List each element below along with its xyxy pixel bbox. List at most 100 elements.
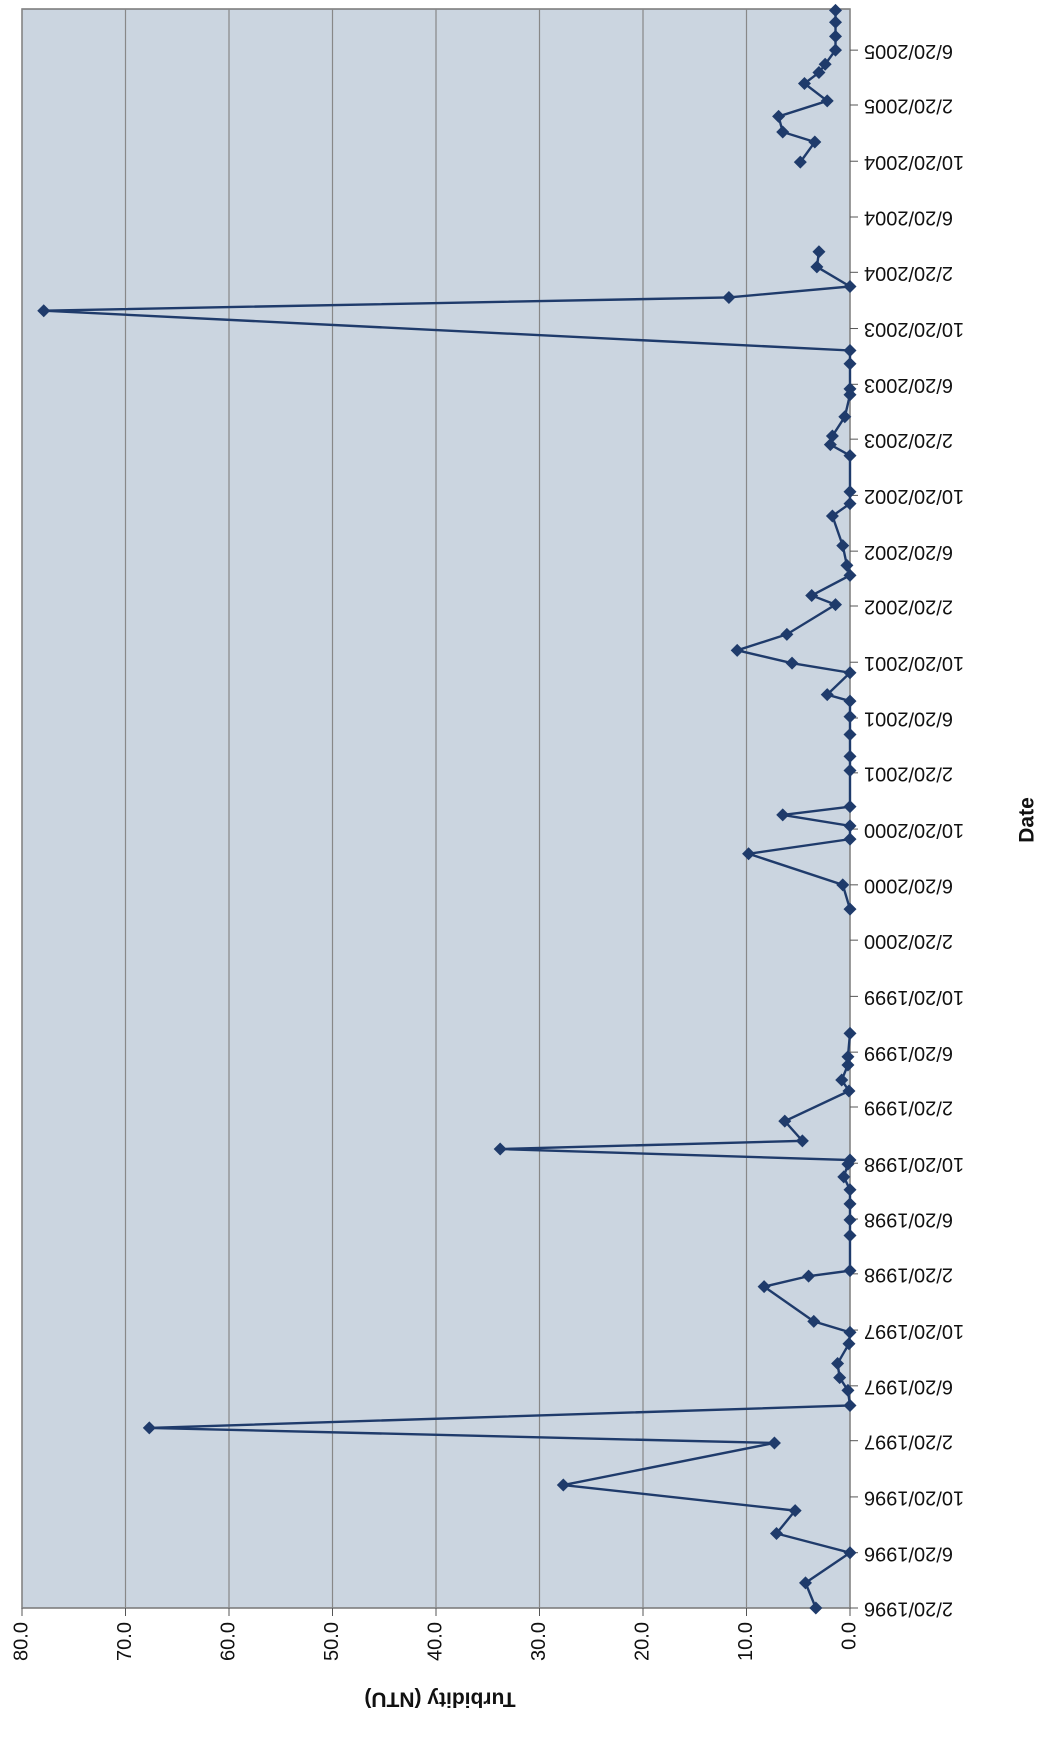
point <box>843 382 857 396</box>
x-tick-label: 6/20/2005 <box>864 40 953 62</box>
point <box>843 800 857 814</box>
point <box>829 15 843 29</box>
x-tick-label: 6/20/1999 <box>864 1042 953 1064</box>
point <box>742 847 756 861</box>
point <box>730 643 744 657</box>
point <box>776 808 790 822</box>
y-axis-title: Turbidity (NTU) <box>364 1687 515 1710</box>
x-tick-label: 10/20/2001 <box>864 652 964 674</box>
point <box>843 1264 857 1278</box>
point <box>843 485 857 499</box>
x-tick-label: 6/20/2001 <box>864 708 953 730</box>
x-tick-label: 2/20/2001 <box>864 763 953 785</box>
point <box>805 588 819 602</box>
point <box>843 357 857 371</box>
x-tick-label: 10/20/2000 <box>864 819 964 841</box>
point <box>843 343 857 357</box>
point <box>843 1197 857 1211</box>
x-tick-label: 2/20/1996 <box>864 1598 953 1620</box>
point <box>843 1325 857 1339</box>
point <box>829 43 843 57</box>
point <box>841 1383 855 1397</box>
x-axis-title: Date <box>1016 797 1039 843</box>
point <box>843 694 857 708</box>
point <box>776 125 790 139</box>
x-tick-label: 10/20/2004 <box>864 151 964 173</box>
point <box>767 1436 781 1450</box>
point <box>843 279 857 293</box>
point <box>818 57 832 71</box>
point <box>825 509 839 523</box>
x-tick-label: 6/20/1997 <box>864 1376 953 1398</box>
point <box>785 656 799 670</box>
point <box>838 410 852 424</box>
point <box>843 1026 857 1040</box>
point <box>843 1153 857 1167</box>
point <box>797 77 811 91</box>
x-tick-label: 6/20/1996 <box>864 1542 953 1564</box>
point <box>820 688 834 702</box>
point <box>795 1134 809 1148</box>
x-tick-label: 2/20/2003 <box>864 429 953 451</box>
point <box>825 429 839 443</box>
point <box>788 1504 802 1518</box>
y-tick-label: 80.0 <box>10 1622 32 1661</box>
point <box>843 902 857 916</box>
point <box>829 29 843 43</box>
y-tick-label: 0.0 <box>838 1622 860 1650</box>
point <box>836 878 850 892</box>
point <box>831 1356 845 1370</box>
point <box>843 749 857 763</box>
point <box>808 135 822 149</box>
point <box>833 1371 847 1385</box>
point <box>820 94 834 108</box>
point <box>836 539 850 553</box>
point <box>843 568 857 582</box>
y-tick-label: 70.0 <box>114 1622 136 1661</box>
x-tick-label: 2/20/2005 <box>864 95 953 117</box>
x-tick-label: 6/20/1998 <box>864 1209 953 1231</box>
point <box>780 627 794 641</box>
x-tick-label: 10/20/2003 <box>864 318 964 340</box>
point <box>812 66 826 80</box>
x-tick-label: 6/20/2003 <box>864 374 953 396</box>
x-tick-label: 10/20/1997 <box>864 1320 964 1342</box>
x-tick-label: 2/20/1998 <box>864 1264 953 1286</box>
point <box>841 1050 855 1064</box>
point <box>843 710 857 724</box>
point <box>823 438 837 452</box>
point <box>757 1280 771 1294</box>
point <box>841 1058 855 1072</box>
point <box>843 1228 857 1242</box>
point <box>829 3 843 17</box>
point <box>843 1546 857 1560</box>
x-tick-label: 2/20/1997 <box>864 1430 953 1452</box>
x-tick-label: 2/20/1999 <box>864 1097 953 1119</box>
point <box>793 155 807 169</box>
y-tick-label: 10.0 <box>735 1622 757 1661</box>
point <box>142 1421 156 1435</box>
x-tick-label: 6/20/2004 <box>864 207 953 229</box>
y-tick-label: 40.0 <box>424 1622 446 1661</box>
point <box>798 1576 812 1590</box>
x-tick-label: 10/20/1998 <box>864 1153 964 1175</box>
point <box>843 497 857 511</box>
point <box>802 1269 816 1283</box>
point <box>722 290 736 304</box>
y-tick-label: 60.0 <box>217 1622 239 1661</box>
point <box>843 764 857 778</box>
point <box>810 260 824 274</box>
point <box>835 1073 849 1087</box>
point <box>772 109 786 123</box>
point <box>807 1314 821 1328</box>
point <box>556 1478 570 1492</box>
point <box>842 1337 856 1351</box>
point <box>812 245 826 259</box>
point <box>37 304 51 318</box>
point <box>770 1526 784 1540</box>
point <box>843 832 857 846</box>
y-tick-label: 30.0 <box>528 1622 550 1661</box>
point <box>809 1601 823 1615</box>
point <box>843 449 857 463</box>
